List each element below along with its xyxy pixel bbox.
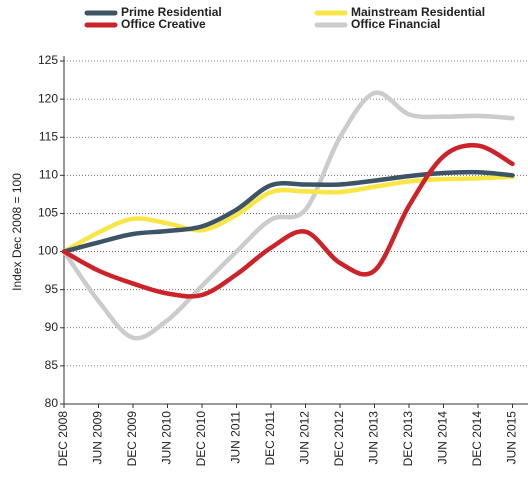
line-series: [61, 143, 515, 299]
legend-label: Prime Residential: [121, 5, 222, 19]
y-tick-label: 115: [39, 129, 58, 143]
y-tick-label: 125: [38, 53, 58, 67]
x-tick-label: DEC 2011: [263, 411, 277, 466]
legend-label: Office Financial: [351, 17, 440, 31]
legend-label: Office Creative: [121, 17, 206, 31]
x-tick-label: JUN 2009: [91, 411, 105, 465]
x-tick-label: DEC 2010: [194, 411, 208, 467]
y-tick-label: 110: [39, 168, 58, 182]
y-tick-label: 80: [45, 396, 59, 410]
y-tick-label: 95: [45, 282, 59, 296]
x-tick-label: JUN 2010: [160, 411, 174, 465]
y-tick-label: 120: [38, 91, 58, 105]
y-tick-label: 85: [45, 358, 59, 372]
x-tick-label: DEC 2012: [332, 411, 346, 467]
x-tick-label: JUN 2014: [436, 411, 450, 465]
line-series: [61, 90, 515, 341]
line-series: [61, 169, 515, 254]
x-tick-label: DEC 2013: [401, 411, 415, 467]
y-tick-label: 90: [45, 320, 59, 334]
x-tick-label: JUN 2015: [505, 411, 519, 465]
y-axis-label: Index Dec 2008 = 100: [10, 173, 24, 291]
line-series: [61, 174, 515, 254]
x-tick-label: JUN 2011: [229, 411, 243, 464]
x-tick-label: DEC 2014: [470, 411, 484, 467]
y-tick-label: 105: [38, 206, 58, 220]
x-tick-label: DEC 2008: [56, 411, 70, 467]
x-tick-label: DEC 2009: [125, 411, 139, 467]
x-tick-label: JUN 2013: [367, 411, 381, 465]
y-tick-label: 100: [38, 244, 58, 258]
x-tick-label: JUN 2012: [298, 411, 312, 465]
legend-label: Mainstream Residential: [351, 5, 485, 19]
